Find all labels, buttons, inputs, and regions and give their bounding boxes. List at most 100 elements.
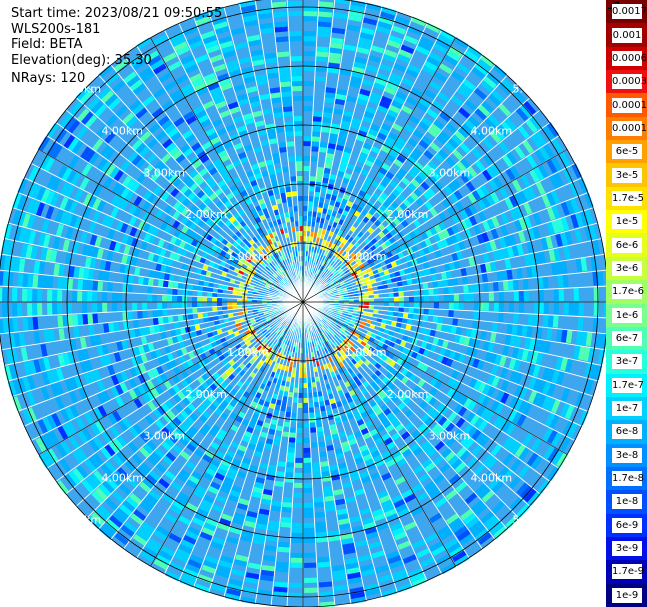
ray-line <box>46 135 304 303</box>
range-ring-label: 3.00km <box>429 430 471 443</box>
ray-line <box>302 301 352 604</box>
range-ring-label: 1.00km <box>345 250 387 263</box>
ray-line <box>302 30 442 303</box>
ray-line <box>302 11 398 303</box>
range-ring-label: 5.00km <box>60 513 102 526</box>
ray-line <box>302 301 588 412</box>
ray-line <box>302 301 582 427</box>
ray-line <box>1 253 304 303</box>
ray-line <box>302 97 530 303</box>
ray-line <box>302 7 383 303</box>
ray-line <box>302 0 352 303</box>
ray-line <box>8 222 304 303</box>
ray-line <box>302 301 519 518</box>
ray-line <box>302 301 428 581</box>
ray-line <box>55 301 304 482</box>
colorbar-tick-label: 1e-7 <box>612 401 642 417</box>
ray-line <box>286 0 304 303</box>
ray-line <box>193 301 304 587</box>
colorbar-tick-label: 6e-6 <box>612 237 642 253</box>
ray-line <box>302 301 602 366</box>
ray-line <box>18 301 304 412</box>
colorbar <box>606 0 647 607</box>
ray-line <box>302 301 530 507</box>
range-rings <box>0 0 606 607</box>
colorbar-tick-label: 1.7e-9 <box>612 564 645 580</box>
ray-line <box>302 163 575 303</box>
instrument-text: WLS200s-181 <box>11 22 101 37</box>
ray-line <box>76 301 304 507</box>
range-ring <box>7 6 599 598</box>
ray-line <box>302 301 413 587</box>
colorbar-tick-label: 3e-8 <box>612 447 642 463</box>
colorbar-tick-label: 1.7e-6 <box>612 284 645 300</box>
colorbar-tick-label: 1e-6 <box>612 307 642 323</box>
ray-line <box>87 86 304 303</box>
ray-line <box>302 23 428 303</box>
range-ring-label: 1.00km <box>227 250 269 263</box>
range-ring-label: 4.00km <box>101 472 143 485</box>
range-ring <box>125 124 481 480</box>
ray-line <box>239 301 304 601</box>
ray-line <box>302 301 560 469</box>
colorbar-tick-label: 1.7e-8 <box>612 471 645 487</box>
ray-line <box>46 301 304 469</box>
colorbar-tick-label: 1.7e-7 <box>612 377 645 393</box>
azimuth-spoke <box>150 301 304 567</box>
ray-line <box>270 0 304 303</box>
range-ring-label: 5.00km <box>60 83 102 96</box>
ray-line <box>4 301 304 366</box>
ray-line <box>164 30 304 303</box>
ray-line <box>254 0 304 303</box>
ray-line <box>302 301 367 601</box>
ray-line <box>0 301 304 319</box>
ray-line <box>302 75 508 303</box>
colorbar-tick-label: 1.7e-5 <box>612 190 645 206</box>
ray-line <box>0 285 304 303</box>
ray-line <box>302 301 470 559</box>
azimuth-spoke <box>302 301 456 567</box>
colorbar-tick-label: 0.001 <box>612 27 642 43</box>
ray-line <box>223 301 304 597</box>
colorbar-tick-label: 6e-5 <box>612 144 642 160</box>
ray-line <box>1 301 304 351</box>
ray-line <box>302 269 606 303</box>
ray-line <box>302 109 541 303</box>
azimuth-spoke <box>38 149 304 303</box>
ray-line <box>98 75 304 303</box>
azimuth-spoke <box>150 37 304 303</box>
range-ring <box>184 183 422 421</box>
range-ring-label: 5.00km <box>512 83 554 96</box>
range-ring-label: 3.00km <box>143 166 185 179</box>
ray-line <box>136 301 304 559</box>
colorbar-tick-label: 0.0001 <box>612 120 647 136</box>
range-ring-label: 2.00km <box>387 208 429 221</box>
ray-line <box>302 301 320 607</box>
ray-line <box>302 3 367 303</box>
ray-line <box>24 301 304 427</box>
ray-line <box>302 301 594 397</box>
ray-line <box>65 301 304 495</box>
ray-line <box>302 301 598 382</box>
ray-line <box>31 163 304 303</box>
range-ring-label: 4.00km <box>471 472 513 485</box>
range-ring-label: 4.00km <box>471 124 513 137</box>
ray-line <box>302 86 519 303</box>
colorbar-tick-label: 6e-8 <box>612 424 642 440</box>
ray-line <box>31 301 304 441</box>
ray-line <box>178 301 304 581</box>
ray-line <box>302 122 551 303</box>
ray-line <box>0 301 304 335</box>
ray-line <box>223 7 304 303</box>
range-ring <box>243 242 363 362</box>
ray-line <box>302 64 496 303</box>
ray-line <box>302 301 336 606</box>
nrays-text: NRays: 120 <box>11 71 86 86</box>
ray-line <box>0 269 304 303</box>
colorbar-tick-label: 6e-9 <box>612 517 642 533</box>
range-ring-label: 3.00km <box>143 430 185 443</box>
backscatter-field <box>0 0 606 607</box>
range-ring-label: 1.00km <box>227 346 269 359</box>
azimuth-spoke <box>302 301 568 455</box>
azimuth-spoke <box>302 149 568 303</box>
